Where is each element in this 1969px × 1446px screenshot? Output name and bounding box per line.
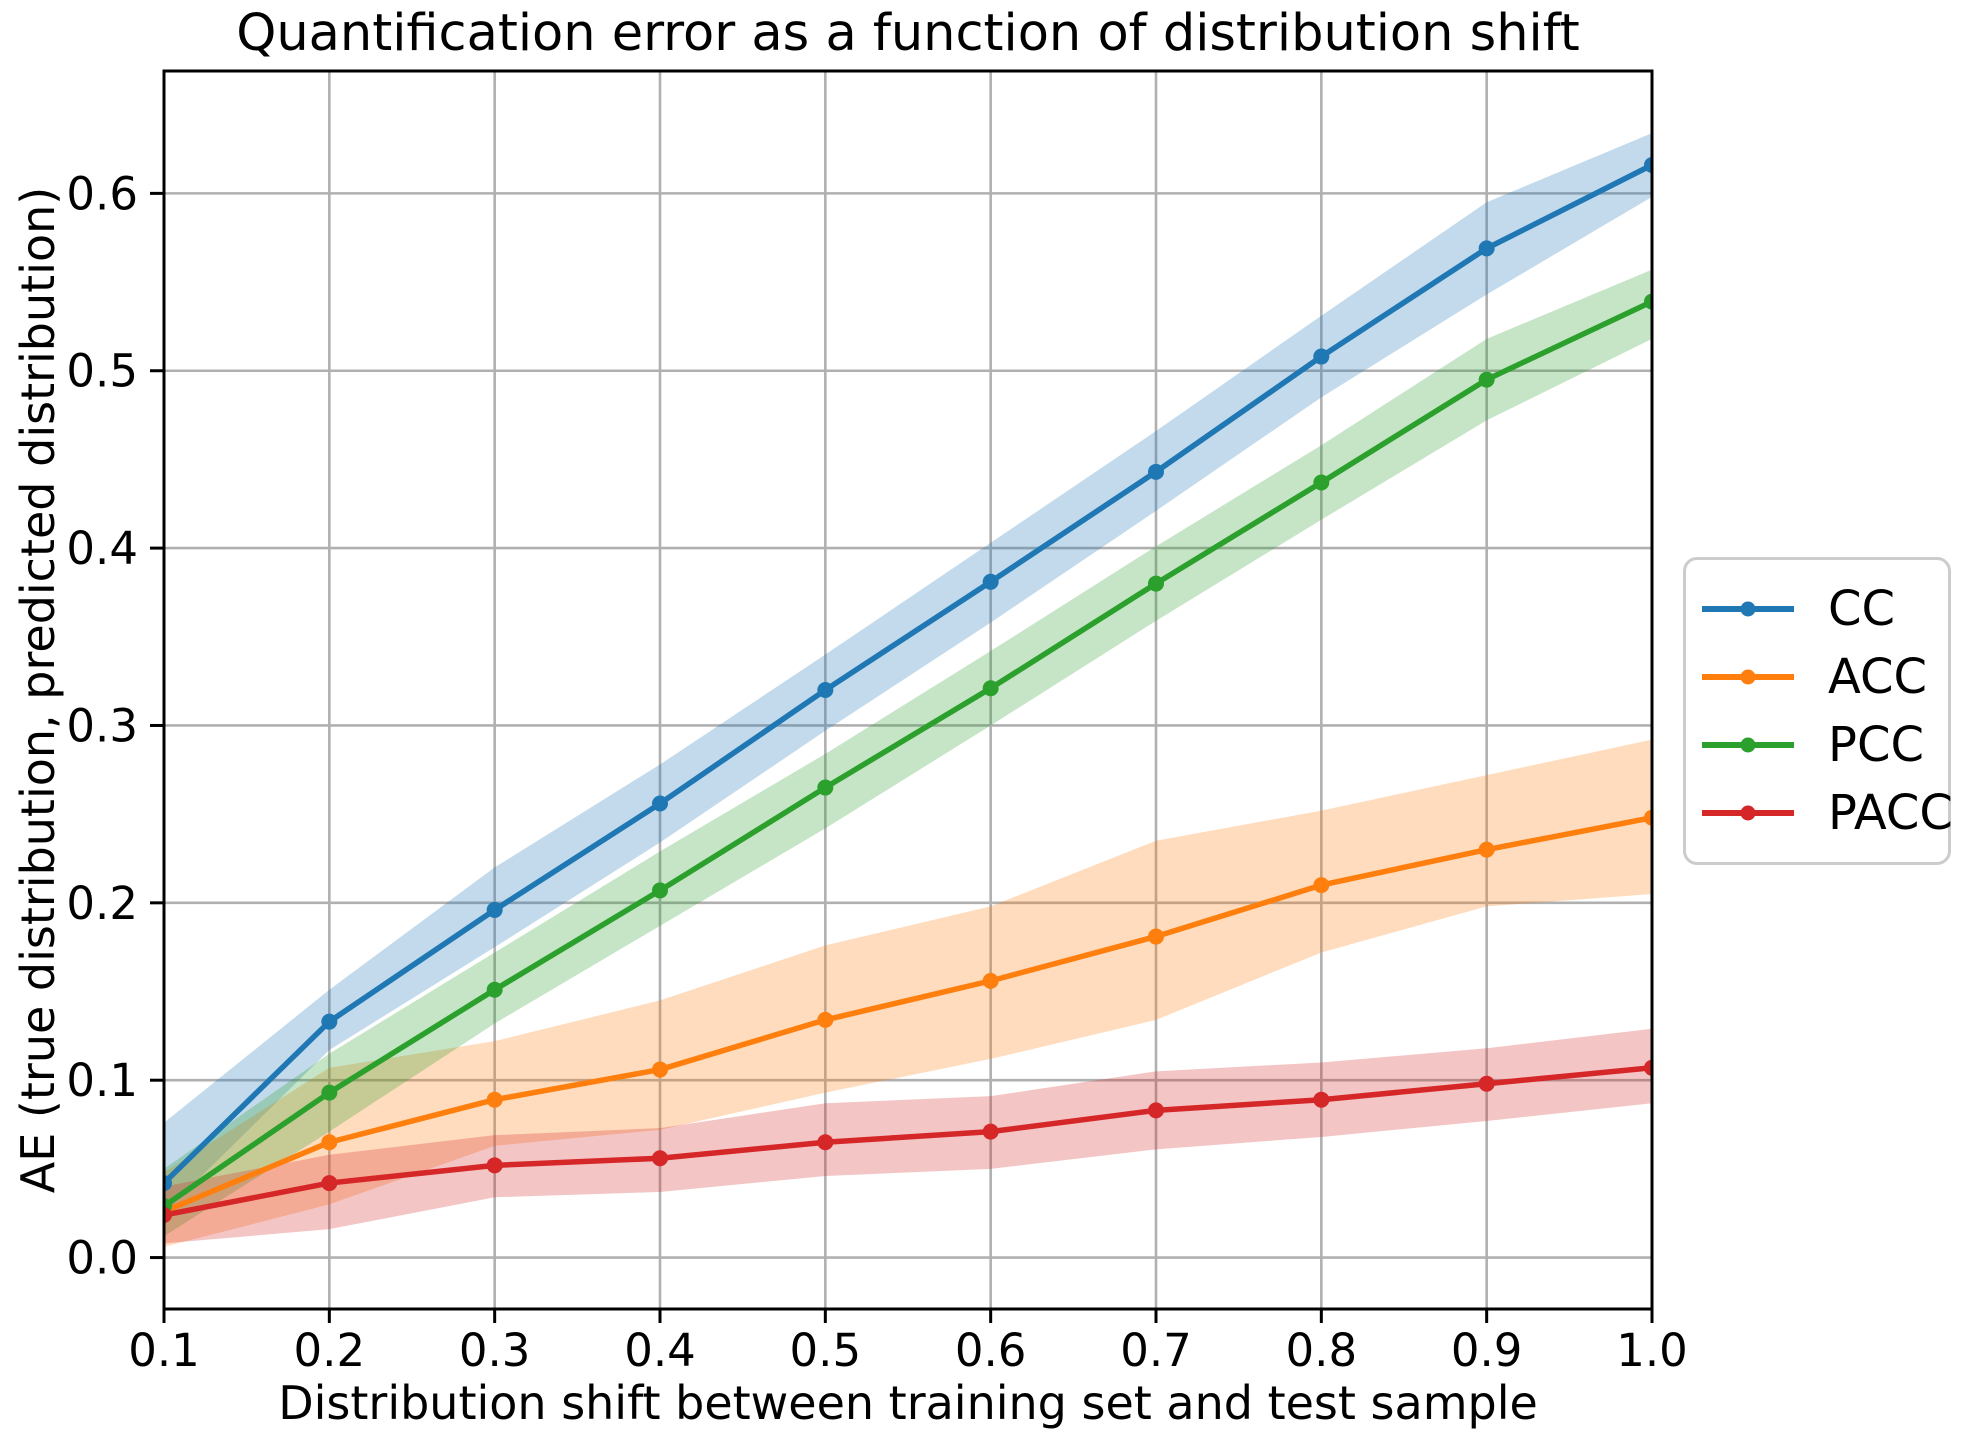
data-point-pacc (652, 1150, 668, 1167)
data-point-pcc (982, 680, 999, 697)
y-axis-label: AE (true distribution, predicted distrib… (11, 186, 65, 1194)
data-point-pacc (1478, 1075, 1495, 1092)
line-acc (164, 814, 1652, 1215)
data-point-cc (817, 682, 834, 698)
data-point-cc (486, 901, 503, 918)
x-axis-label: Distribution shift between training set … (278, 1376, 1538, 1430)
line-cc (164, 162, 1652, 1186)
data-point-pacc (1313, 1091, 1330, 1108)
x-tick-label: 1.0 (1616, 1324, 1688, 1377)
x-tick-label: 0.5 (790, 1324, 862, 1377)
data-point-cc (1644, 157, 1652, 174)
legend-entry-acc: ACC (1700, 643, 1936, 711)
confidence-bands (164, 133, 1652, 1247)
legend-line-sample-acc (1702, 669, 1794, 685)
y-tick-label: 0.1 (66, 1054, 138, 1107)
data-point-pacc (817, 1134, 834, 1151)
data-point-cc (164, 1175, 172, 1192)
band-acc (164, 739, 1652, 1247)
data-point-acc (1148, 928, 1164, 945)
tick-marks (150, 191, 1654, 1323)
legend-entry-pcc: PCC (1700, 711, 1936, 779)
legend-entry-pacc: PACC (1700, 779, 1953, 847)
data-point-acc (1478, 841, 1495, 858)
data-point-pcc (321, 1084, 338, 1101)
x-tick-label: 0.1 (128, 1324, 200, 1377)
legend-label-pacc: PACC (1828, 785, 1953, 841)
data-point-pacc (164, 1206, 172, 1223)
data-point-cc (1148, 463, 1164, 480)
data-point-cc (321, 1013, 338, 1030)
band-pcc (164, 269, 1652, 1237)
legend-line-sample-pcc (1702, 737, 1794, 753)
data-point-pacc (1644, 1059, 1652, 1076)
y-tick-label: 0.2 (66, 877, 138, 930)
data-point-acc (1644, 809, 1652, 826)
legend-label-pcc: PCC (1828, 717, 1924, 773)
x-tick-label: 0.7 (1120, 1324, 1192, 1377)
tick-labels: 0.1 0.2 0.3 0.4 0.5 0.6 0.7 0.8 0.9 1.0 0.0 0.1 0.2 0… (66, 167, 1687, 1377)
data-point-pacc (1148, 1102, 1164, 1119)
data-point-pacc (486, 1157, 503, 1174)
y-tick-label: 0.4 (66, 522, 138, 575)
data-point-cc (1478, 240, 1495, 257)
data-point-pcc (1644, 293, 1652, 310)
legend-entry-cc: CC (1700, 575, 1936, 643)
data-point-cc (1313, 348, 1330, 365)
data-point-acc (652, 1061, 668, 1078)
x-tick-label: 0.2 (294, 1324, 366, 1377)
chart-title: Quantification error as a function of di… (236, 4, 1580, 63)
data-point-acc (982, 972, 999, 989)
data-point-pacc (982, 1123, 999, 1140)
y-tick-label: 0.3 (66, 699, 138, 752)
data-point-cc (982, 573, 999, 590)
y-tick-label: 0.0 (66, 1232, 138, 1285)
y-tick-label: 0.5 (66, 345, 138, 398)
y-tick-label: 0.6 (66, 167, 138, 220)
data-lines (164, 157, 1652, 1223)
x-tick-label: 0.9 (1451, 1324, 1523, 1377)
data-point-acc (321, 1134, 338, 1151)
x-tick-label: 0.6 (955, 1324, 1027, 1377)
data-point-pcc (652, 882, 668, 899)
data-point-pcc (1148, 575, 1164, 592)
line-pcc (164, 298, 1652, 1209)
line-pacc (164, 1065, 1652, 1218)
data-point-acc (1313, 877, 1330, 894)
data-point-pacc (321, 1175, 338, 1192)
legend: CC ACC PCC PACC (1683, 557, 1953, 865)
data-point-cc (652, 795, 668, 812)
data-point-pcc (486, 981, 503, 998)
legend-line-sample-cc (1702, 601, 1794, 617)
legend-line-sample-pacc (1702, 805, 1794, 821)
data-point-pcc (1478, 371, 1495, 388)
data-point-pcc (1313, 474, 1330, 491)
data-point-acc (817, 1011, 834, 1028)
legend-label-cc: CC (1828, 581, 1896, 637)
x-tick-label: 0.8 (1286, 1324, 1358, 1377)
data-point-acc (486, 1091, 503, 1108)
legend-label-acc: ACC (1828, 649, 1928, 705)
x-tick-label: 0.3 (459, 1324, 531, 1377)
x-tick-label: 0.4 (624, 1324, 696, 1377)
band-cc (164, 133, 1652, 1214)
axes-spines (162, 69, 1654, 1311)
data-point-pcc (817, 779, 834, 796)
